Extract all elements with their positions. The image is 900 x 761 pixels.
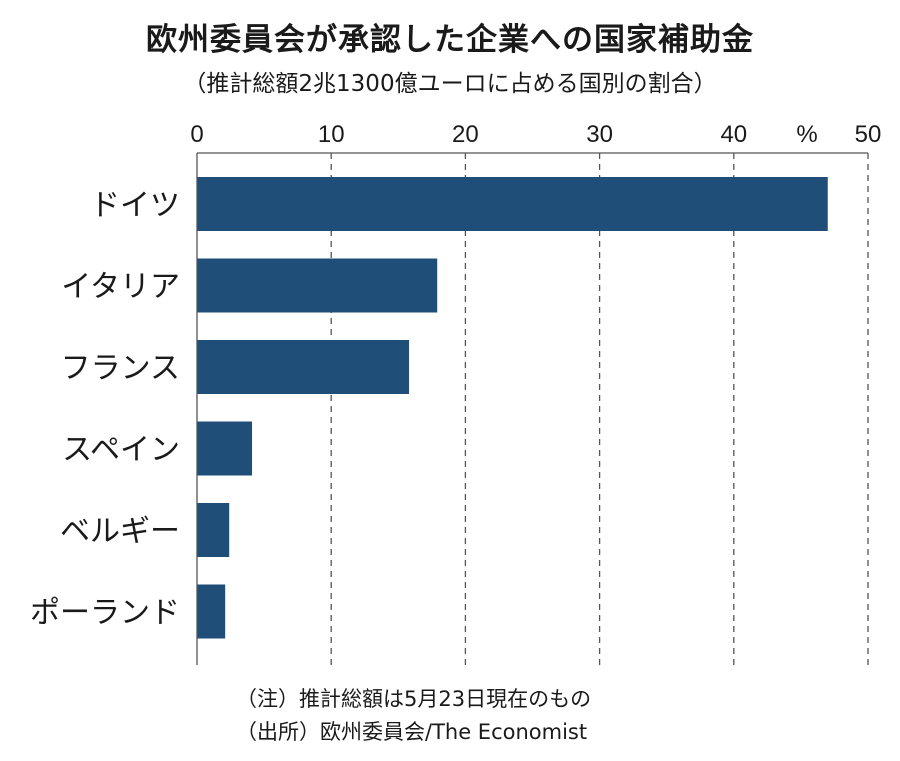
bar-3 xyxy=(197,421,253,476)
category-label: スペイン xyxy=(62,433,180,468)
x-tick-label: 0 xyxy=(190,121,203,148)
bars xyxy=(197,177,828,639)
x-tick-label: 40 xyxy=(720,121,747,148)
bar-4 xyxy=(197,503,230,557)
x-tick-label: 50 xyxy=(855,121,882,148)
bar-5 xyxy=(197,584,226,639)
category-label: ポーランド xyxy=(30,596,180,631)
footnote: （注）推計総額は5月23日現在のもの xyxy=(236,687,592,711)
source-note: （出所）欧州委員会/The Economist xyxy=(236,720,588,744)
x-tick-label: 10 xyxy=(318,121,345,148)
bar-2 xyxy=(197,340,410,394)
grid-lines xyxy=(330,153,869,665)
bar-1 xyxy=(197,258,438,313)
category-label: ドイツ xyxy=(90,188,180,223)
x-tick-label: 30 xyxy=(586,121,613,148)
chart-title: 欧州委員会が承認した企業への国家補助金 xyxy=(146,22,754,58)
category-label: フランス xyxy=(61,351,180,386)
chart-subtitle: （推計総額2兆1300億ユーロに占める国別の割合） xyxy=(183,71,717,97)
category-label: イタリア xyxy=(61,270,180,305)
x-tick-label: 20 xyxy=(452,121,479,148)
category-label: ベルギー xyxy=(60,514,180,549)
unit-label: % xyxy=(796,121,817,148)
bar-0 xyxy=(197,177,828,231)
axes xyxy=(196,152,868,665)
